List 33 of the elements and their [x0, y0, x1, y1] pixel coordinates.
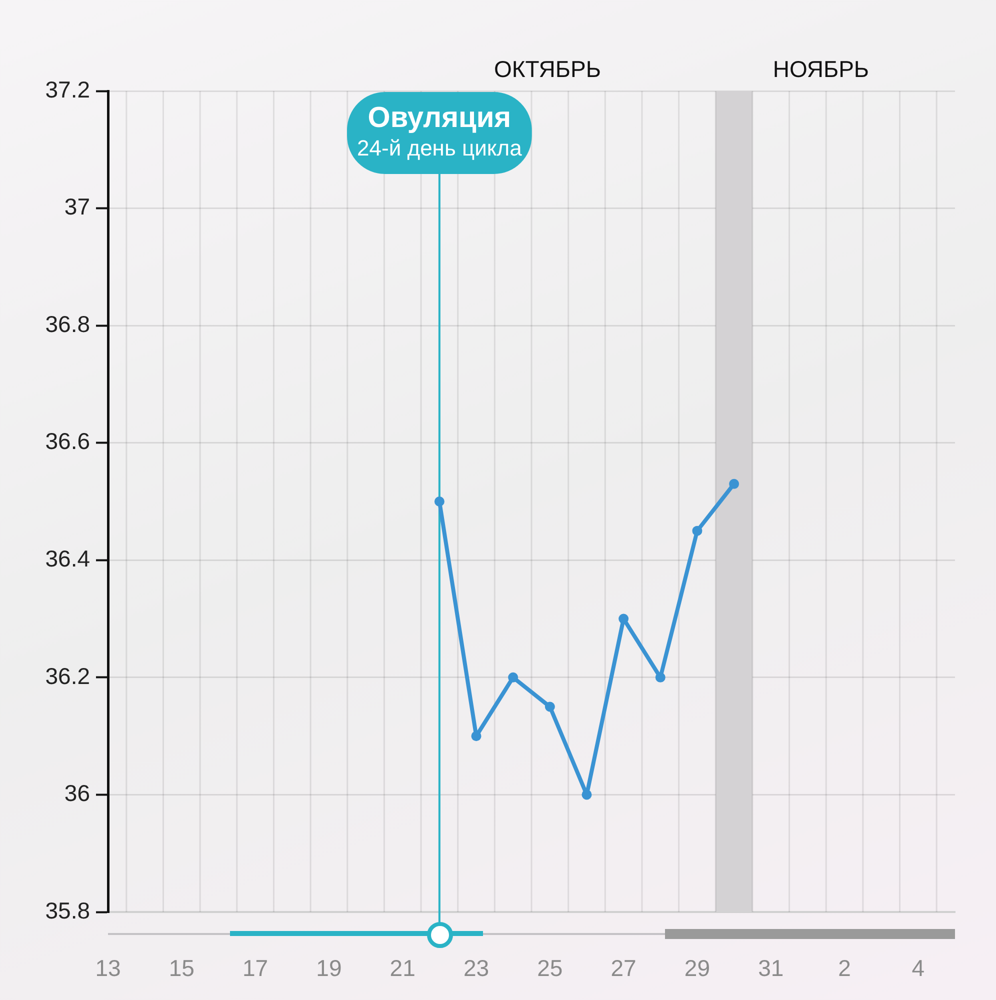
y-tick-label: 36.6 [45, 428, 90, 454]
x-tick-label: 4 [912, 955, 925, 982]
y-tick-label: 36.4 [45, 545, 90, 572]
x-tick-label: 17 [242, 955, 268, 982]
y-tick-label: 35.8 [45, 897, 90, 924]
point [434, 496, 444, 506]
point [618, 614, 629, 624]
x-tick-label: 29 [684, 955, 710, 982]
text: ОКТЯБРЬ [494, 56, 601, 83]
x-tick-label: 31 [758, 955, 784, 982]
point [692, 526, 702, 536]
x-tick-label: 23 [463, 955, 490, 982]
text: НОЯБРЬ [772, 56, 870, 83]
y-tick-label: 37.2 [45, 76, 90, 102]
point [729, 478, 740, 489]
x-tick-label: 25 [537, 955, 563, 982]
y-tick-label: 36.2 [45, 662, 90, 689]
x-tick-label: 27 [610, 955, 636, 982]
point [582, 790, 592, 800]
y-tick-label: 37 [64, 194, 90, 220]
x-tick-label: 21 [390, 955, 416, 982]
point [508, 672, 518, 682]
x-tick-label: 15 [168, 955, 194, 982]
ref-line-label: Овуляция [368, 102, 512, 134]
point [544, 702, 555, 712]
y-tick-label: 36.8 [45, 310, 90, 337]
point [471, 731, 482, 742]
x-tick-label: 2 [838, 955, 851, 982]
y-tick-label: 36 [64, 780, 90, 806]
annotation: 24-й день цикла [357, 136, 523, 161]
point [655, 672, 666, 682]
x-tick-label: 19 [316, 955, 342, 982]
x-tick-label: 13 [95, 955, 121, 982]
